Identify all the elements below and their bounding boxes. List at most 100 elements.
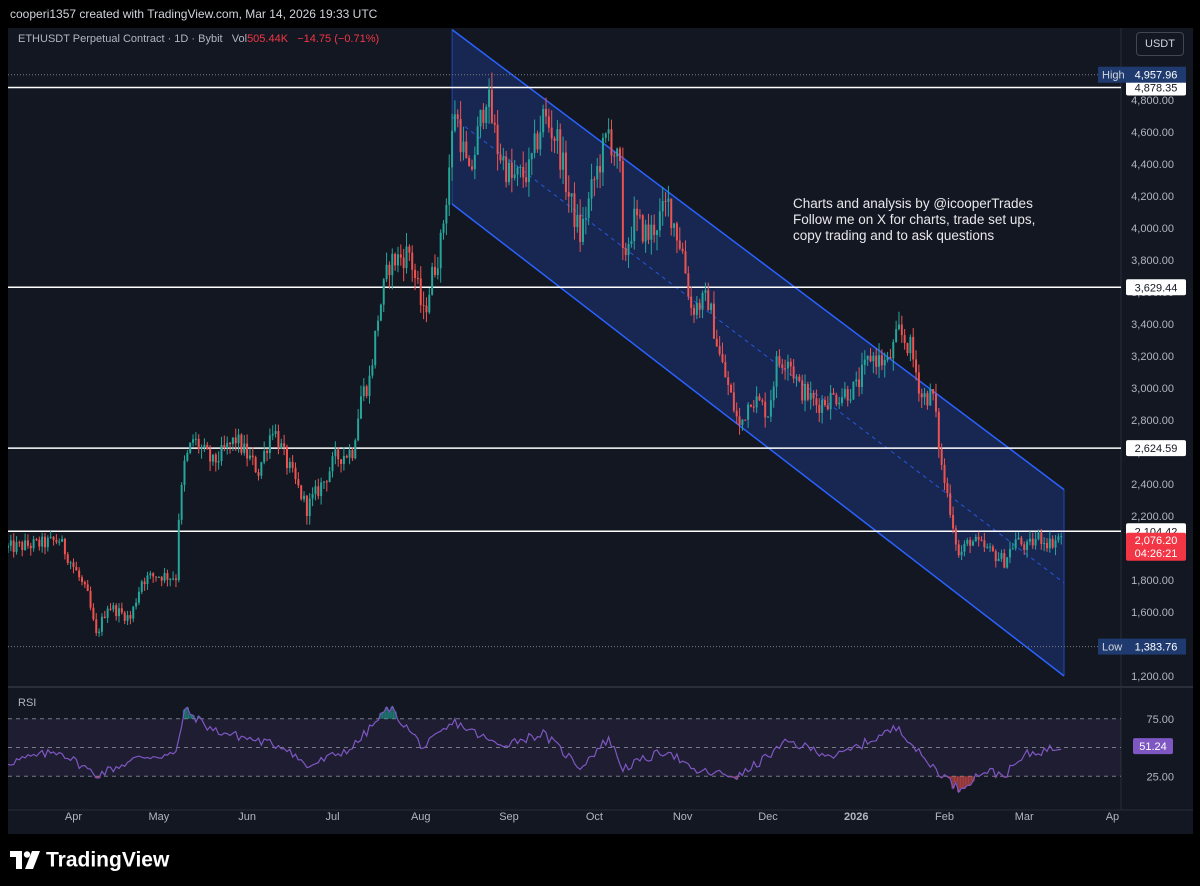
candle-down[interactable] [638, 215, 641, 217]
candle-down[interactable] [934, 393, 937, 412]
candle-down[interactable] [675, 223, 678, 241]
candle-down[interactable] [1051, 538, 1054, 548]
candle-down[interactable] [983, 540, 986, 548]
candle-down[interactable] [52, 536, 55, 540]
candle-up[interactable] [866, 355, 869, 360]
candle-up[interactable] [137, 591, 140, 603]
candle-up[interactable] [377, 320, 380, 331]
candle-up[interactable] [98, 631, 101, 633]
candle-down[interactable] [297, 479, 300, 486]
candle-down[interactable] [636, 208, 639, 216]
candle-down[interactable] [214, 454, 217, 463]
candle-up[interactable] [322, 481, 325, 483]
candle-up[interactable] [863, 359, 866, 365]
candle-down[interactable] [109, 608, 112, 610]
candle-down[interactable] [579, 214, 582, 242]
candle-down[interactable] [812, 392, 815, 399]
candle-down[interactable] [858, 379, 861, 388]
candle-down[interactable] [954, 528, 957, 545]
candle-down[interactable] [325, 481, 328, 483]
candle-up[interactable] [442, 223, 445, 233]
candle-down[interactable] [818, 405, 821, 413]
candle-up[interactable] [118, 608, 121, 617]
candle-down[interactable] [129, 615, 132, 619]
candle-up[interactable] [633, 208, 636, 242]
candle-up[interactable] [146, 575, 149, 584]
candle-down[interactable] [1020, 537, 1023, 545]
candle-down[interactable] [564, 152, 567, 193]
candle-up[interactable] [451, 130, 454, 168]
candle-up[interactable] [989, 546, 992, 548]
candle-down[interactable] [1045, 543, 1048, 549]
candle-up[interactable] [878, 355, 881, 367]
candle-down[interactable] [277, 431, 280, 449]
candle-up[interactable] [963, 543, 966, 552]
candle-up[interactable] [897, 324, 900, 330]
candle-down[interactable] [917, 372, 920, 394]
candle-up[interactable] [8, 545, 9, 548]
candle-up[interactable] [601, 137, 604, 173]
candle-up[interactable] [32, 539, 35, 549]
candle-up[interactable] [656, 230, 659, 236]
candle-down[interactable] [889, 357, 892, 359]
candle-up[interactable] [328, 471, 331, 482]
candle-down[interactable] [744, 419, 747, 421]
candle-up[interactable] [203, 444, 206, 448]
candle-down[interactable] [880, 355, 883, 366]
candle-up[interactable] [288, 461, 291, 469]
candle-up[interactable] [673, 223, 676, 228]
candle-down[interactable] [593, 179, 596, 181]
candle-down[interactable] [1023, 544, 1026, 551]
candle-down[interactable] [761, 400, 764, 402]
candle-down[interactable] [573, 193, 576, 228]
candle-up[interactable] [49, 536, 52, 538]
candle-down[interactable] [414, 269, 417, 279]
candle-up[interactable] [630, 241, 633, 245]
candle-down[interactable] [525, 177, 528, 183]
candle-up[interactable] [476, 126, 479, 155]
candle-up[interactable] [46, 537, 49, 548]
candle-down[interactable] [724, 361, 727, 378]
candle-down[interactable] [266, 450, 269, 454]
candle-down[interactable] [234, 437, 237, 444]
candle-down[interactable] [559, 129, 562, 170]
candle-up[interactable] [485, 107, 488, 123]
candle-down[interactable] [792, 366, 795, 379]
candle-down[interactable] [624, 248, 627, 255]
candle-down[interactable] [619, 148, 622, 162]
candle-up[interactable] [436, 268, 439, 276]
candle-up[interactable] [704, 290, 707, 293]
candle-up[interactable] [909, 336, 912, 354]
candle-down[interactable] [72, 562, 75, 567]
candle-up[interactable] [650, 224, 653, 240]
candle-up[interactable] [135, 602, 138, 607]
candle-up[interactable] [667, 198, 670, 202]
candle-down[interactable] [206, 444, 209, 450]
candle-down[interactable] [641, 215, 644, 242]
candle-down[interactable] [832, 392, 835, 395]
candle-down[interactable] [730, 384, 733, 393]
candle-up[interactable] [809, 392, 812, 400]
candle-down[interactable] [912, 336, 915, 360]
candle-down[interactable] [422, 304, 425, 306]
candle-up[interactable] [1034, 539, 1037, 546]
candle-down[interactable] [653, 224, 656, 236]
candle-down[interactable] [78, 570, 81, 578]
candle-down[interactable] [251, 455, 254, 458]
candle-down[interactable] [547, 116, 550, 128]
candle-down[interactable] [18, 542, 21, 544]
candle-up[interactable] [220, 445, 223, 461]
candle-down[interactable] [553, 138, 556, 141]
candle-up[interactable] [453, 114, 456, 131]
candle-down[interactable] [522, 166, 525, 178]
candle-down[interactable] [470, 166, 473, 170]
candle-up[interactable] [274, 431, 277, 435]
candle-down[interactable] [875, 355, 878, 367]
candle-up[interactable] [1011, 548, 1014, 550]
candle-down[interactable] [365, 386, 368, 396]
candle-down[interactable] [690, 296, 693, 308]
candle-down[interactable] [468, 157, 471, 167]
candle-down[interactable] [707, 290, 710, 311]
candle-up[interactable] [226, 442, 229, 449]
candle-down[interactable] [223, 445, 226, 449]
